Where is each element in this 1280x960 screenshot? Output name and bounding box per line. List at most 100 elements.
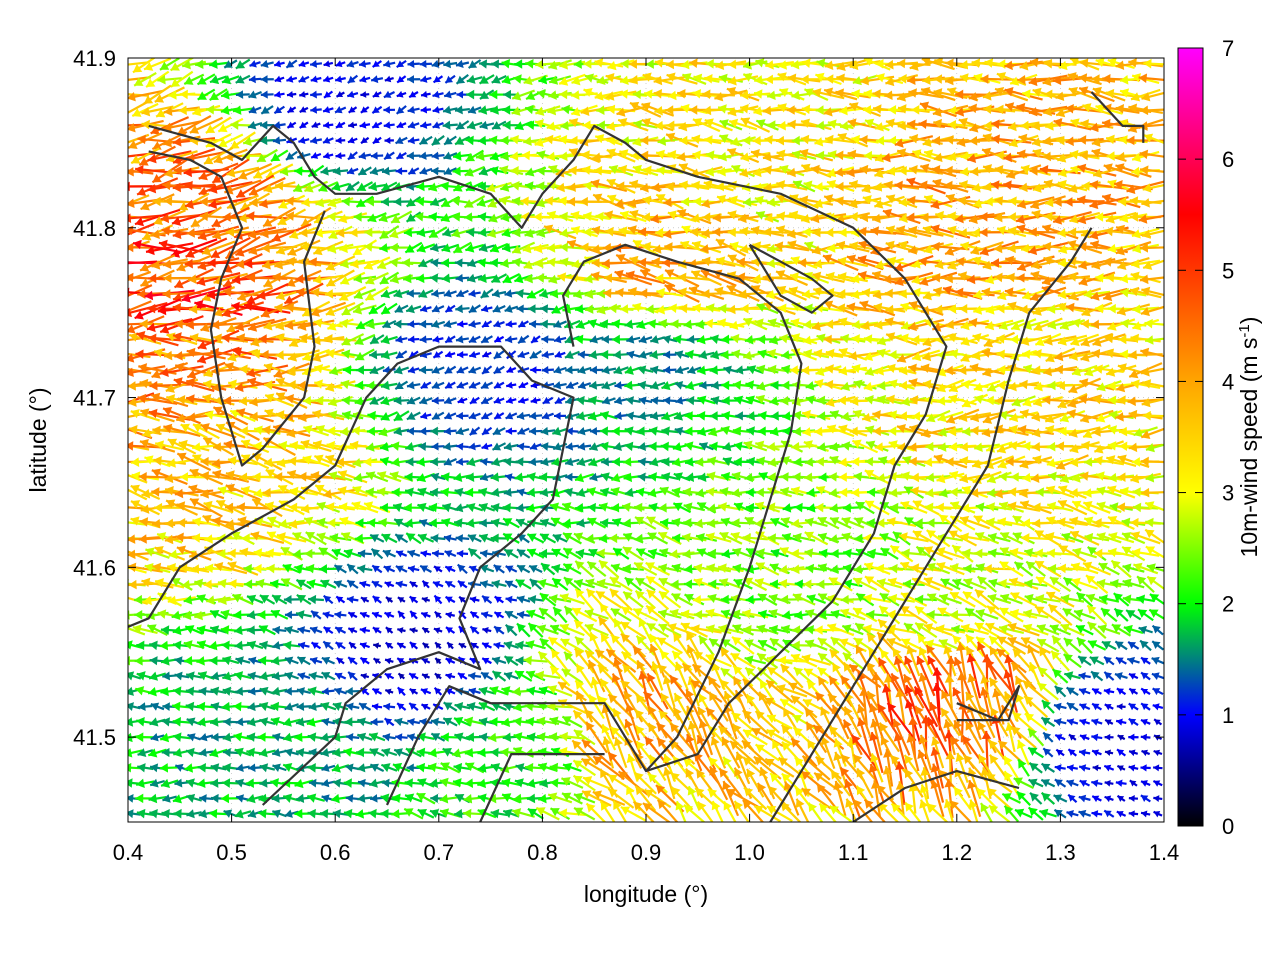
- wind-vector: [505, 320, 517, 328]
- wind-vector: [1153, 764, 1163, 772]
- wind-vector: [899, 333, 928, 344]
- wind-vector: [396, 702, 407, 711]
- wind-vector: [371, 121, 383, 129]
- wind-vector: [518, 381, 529, 389]
- wind-vector: [528, 411, 543, 421]
- wind-vector: [479, 549, 494, 558]
- wind-vector: [445, 672, 456, 680]
- wind-vector: [347, 627, 358, 634]
- wind-vector: [170, 58, 194, 72]
- wind-vector: [248, 105, 262, 114]
- wind-vector: [421, 579, 430, 589]
- wind-vector: [1115, 779, 1127, 787]
- wind-vector: [258, 808, 277, 819]
- wind-vector: [491, 289, 507, 298]
- wind-vector: [173, 808, 191, 819]
- wind-vector: [162, 120, 201, 133]
- y-tick-label: 41.9: [73, 46, 116, 71]
- wind-vector: [322, 106, 334, 114]
- wind-vector: [444, 565, 456, 573]
- x-tick-label: 1.3: [1045, 840, 1076, 865]
- wind-vector: [371, 564, 383, 574]
- wind-vector: [1115, 656, 1127, 665]
- wind-vector: [431, 304, 445, 313]
- wind-vector: [1079, 718, 1091, 726]
- wind-vector: [455, 59, 470, 69]
- wind-vector: [334, 672, 347, 680]
- wind-vector: [478, 74, 495, 85]
- wind-vector: [443, 427, 457, 436]
- wind-vector: [409, 610, 418, 620]
- wind-vector: [418, 365, 433, 375]
- wind-vector: [128, 100, 149, 114]
- wind-vector: [1139, 105, 1164, 116]
- wind-vector: [357, 793, 373, 803]
- wind-vector: [455, 427, 470, 436]
- wind-vector: [356, 763, 373, 773]
- wind-vector: [385, 596, 394, 603]
- wind-vector: [433, 594, 443, 605]
- wind-vector: [320, 579, 337, 589]
- wind-vector: [480, 396, 493, 405]
- wind-vector: [232, 105, 253, 115]
- wind-vector: [704, 73, 734, 84]
- wind-vector: [517, 350, 530, 359]
- y-tick-label: 41.7: [73, 386, 116, 411]
- wind-vector: [962, 590, 988, 609]
- wind-vector: [455, 289, 469, 298]
- wind-vector: [334, 75, 346, 83]
- wind-vector: [1103, 687, 1115, 696]
- wind-vector: [457, 580, 468, 589]
- wind-vector: [552, 472, 568, 482]
- wind-vector: [397, 596, 406, 604]
- wind-vector: [419, 304, 432, 313]
- wind-vector: [1107, 318, 1136, 331]
- wind-vector: [827, 119, 854, 130]
- wind-vector: [393, 365, 410, 375]
- wind-vector: [420, 688, 432, 696]
- wind-vector: [504, 335, 518, 344]
- colorbar-tick-label: 3: [1222, 481, 1234, 506]
- wind-vector: [307, 762, 325, 773]
- wind-vector: [371, 580, 383, 588]
- wind-vector: [1066, 718, 1079, 726]
- wind-vector: [594, 90, 624, 101]
- wind-vector: [259, 686, 276, 696]
- wind-vector: [393, 396, 410, 406]
- wind-vector: [1132, 318, 1160, 331]
- wind-vector: [444, 365, 457, 375]
- x-tick-label: 0.4: [113, 840, 144, 865]
- wind-vector: [766, 90, 793, 101]
- wind-vector: [394, 717, 409, 727]
- wind-vector: [1054, 764, 1066, 772]
- wind-vector: [1091, 702, 1103, 711]
- wind-vector: [348, 641, 357, 650]
- wind-vector: [505, 396, 517, 404]
- wind-vector: [249, 60, 261, 68]
- wind-vector: [457, 396, 468, 404]
- wind-vector: [260, 90, 274, 99]
- wind-vector: [406, 151, 421, 161]
- wind-vector: [282, 640, 301, 651]
- wind-vector: [704, 135, 734, 145]
- wind-vector: [479, 120, 495, 130]
- wind-vector: [383, 717, 395, 727]
- wind-vector: [516, 442, 530, 451]
- wind-vector: [860, 75, 895, 86]
- wind-vector: [480, 611, 493, 619]
- wind-vector: [1153, 810, 1163, 818]
- wind-vector: [434, 641, 442, 650]
- wind-vector: [286, 121, 297, 129]
- wind-vector: [633, 119, 658, 130]
- wind-vector: [273, 121, 286, 130]
- wind-vector: [443, 90, 457, 99]
- wind-vector: [1004, 87, 1043, 101]
- wind-vector: [1153, 734, 1163, 741]
- wind-vector: [359, 611, 370, 619]
- wind-vector: [383, 151, 395, 161]
- wind-vector: [481, 365, 493, 375]
- wind-vector: [540, 562, 556, 576]
- wind-vector: [348, 121, 358, 129]
- wind-vector: [539, 472, 557, 482]
- wind-vector: [1145, 517, 1164, 528]
